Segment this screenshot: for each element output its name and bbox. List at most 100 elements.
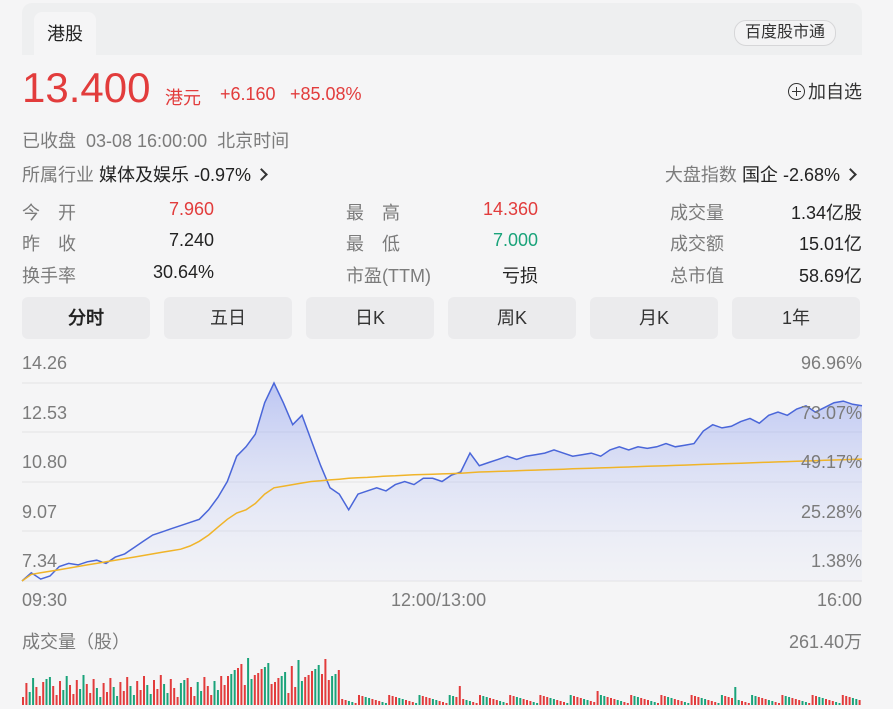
- period-tab[interactable]: 分时: [22, 297, 150, 339]
- y-label: 7.34: [22, 551, 58, 571]
- pct-label: 49.17%: [800, 452, 862, 472]
- volume-bar: [482, 696, 485, 705]
- volume-bar: [841, 695, 844, 705]
- volume-bar: [462, 699, 465, 705]
- y-label: 12.53: [22, 403, 68, 423]
- pct-label: 25.28%: [800, 502, 862, 522]
- volume-bar: [99, 697, 102, 705]
- stat-value: 1.34亿股: [790, 203, 862, 223]
- volume-bar: [85, 684, 88, 705]
- volume-bar: [304, 677, 307, 705]
- volume-bar: [767, 700, 770, 705]
- volume-bar: [153, 680, 155, 705]
- volume-bar: [791, 698, 794, 705]
- volume-bar: [210, 695, 213, 705]
- volume-bar: [744, 702, 747, 705]
- industry-link[interactable]: 所属行业 媒体及娱乐 -0.97%: [22, 161, 268, 187]
- stat-label: 最 高: [346, 203, 400, 223]
- volume-bar: [331, 676, 334, 705]
- volume-bar: [203, 677, 206, 705]
- add-watchlist-button[interactable]: 加自选: [788, 78, 862, 104]
- volume-bar: [804, 702, 807, 705]
- volume-bar: [485, 697, 488, 705]
- volume-bar: [442, 702, 444, 705]
- tab-hk-stocks[interactable]: 港股: [34, 12, 96, 55]
- stat-label: 成交额: [670, 234, 724, 254]
- price-area: [22, 383, 862, 581]
- volume-bar: [129, 686, 132, 705]
- chevron-right-icon: [255, 168, 268, 181]
- volume-bar: [112, 687, 115, 705]
- volume-bar: [801, 701, 804, 705]
- period-tab[interactable]: 周K: [448, 297, 576, 339]
- stat-value: 58.69亿: [798, 266, 862, 286]
- volume-bar: [734, 687, 737, 705]
- volume-bar: [408, 701, 411, 705]
- stat-value: 7.960: [168, 199, 214, 219]
- volume-bar: [657, 703, 659, 705]
- x-label-close: 16:00: [816, 590, 862, 610]
- volume-bar: [636, 697, 639, 705]
- volume-bar: [274, 682, 276, 705]
- volume-bar: [687, 703, 690, 705]
- volume-bar: [290, 666, 293, 705]
- volume-bar: [626, 703, 629, 705]
- volume-bar: [680, 701, 683, 705]
- volume-bar: [25, 683, 28, 705]
- volume-bar: [149, 694, 152, 705]
- period-tab[interactable]: 1年: [732, 297, 860, 339]
- average-line: [21, 458, 863, 582]
- volume-bar: [384, 703, 387, 705]
- volume-bar: [59, 681, 61, 705]
- y-label: 14.26: [22, 353, 68, 373]
- volume-bar: [479, 695, 481, 705]
- volume-bar: [102, 683, 105, 705]
- volume-bar: [48, 677, 51, 705]
- volume-bar: [563, 702, 565, 705]
- volume-bar: [358, 695, 360, 705]
- index-link[interactable]: 大盘指数 国企 -2.68%: [665, 161, 857, 187]
- volume-bar: [771, 701, 774, 705]
- volume-bar: [300, 681, 303, 705]
- volume-bar: [677, 700, 680, 705]
- y-label: 9.07: [22, 502, 58, 522]
- volume-bar: [139, 690, 142, 705]
- volume-bar: [831, 701, 834, 705]
- service-badge[interactable]: 百度股市通: [733, 20, 836, 46]
- volume-bar: [62, 690, 65, 705]
- volume-bar: [95, 688, 98, 705]
- period-tab[interactable]: 日K: [306, 297, 434, 339]
- volume-bar: [45, 679, 48, 705]
- volume-bar: [193, 696, 196, 705]
- volume-bar: [277, 678, 280, 705]
- market-tab-bar: 港股 百度股市通: [22, 3, 862, 55]
- volume-bar: [324, 659, 327, 705]
- volume-bar: [79, 689, 82, 705]
- volume-bar: [566, 703, 569, 705]
- volume-bar: [89, 693, 92, 705]
- volume-bar: [825, 699, 827, 705]
- volume-bar: [761, 698, 764, 705]
- volume-bar: [710, 701, 713, 705]
- stat-label: 昨 收: [22, 234, 76, 254]
- volume-bar: [458, 686, 461, 705]
- volume-bar: [425, 697, 428, 705]
- stat-value: 亏损: [502, 266, 538, 286]
- x-label-open: 09:30: [22, 590, 68, 610]
- volume-bar: [431, 699, 434, 705]
- volume-bar: [468, 701, 471, 705]
- volume-bar: [539, 695, 542, 705]
- period-tab[interactable]: 五日: [164, 297, 292, 339]
- volume-bar: [163, 684, 166, 705]
- volume-bar: [314, 669, 317, 705]
- volume-bar: [82, 675, 85, 705]
- period-tab[interactable]: 月K: [590, 297, 718, 339]
- volume-bar: [247, 658, 250, 705]
- volume-bar: [35, 687, 38, 705]
- volume-bar: [855, 699, 858, 705]
- volume-bar: [280, 676, 283, 705]
- volume-bar: [623, 702, 626, 705]
- volume-bar: [250, 679, 253, 705]
- index-name: 国企: [741, 165, 778, 185]
- volume-bar: [126, 677, 129, 705]
